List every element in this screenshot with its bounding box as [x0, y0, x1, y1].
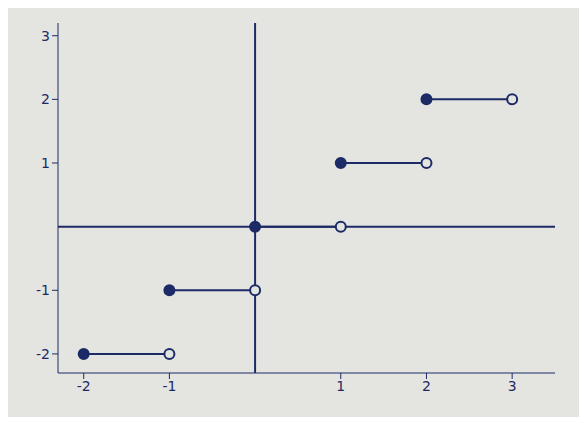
svg-text:2: 2 — [422, 378, 431, 394]
svg-text:1: 1 — [41, 155, 50, 171]
svg-text:3: 3 — [41, 28, 50, 44]
svg-text:-2: -2 — [36, 346, 50, 362]
svg-text:-2: -2 — [77, 378, 91, 394]
svg-text:3: 3 — [508, 378, 517, 394]
svg-text:-1: -1 — [162, 378, 176, 394]
svg-text:2: 2 — [41, 91, 50, 107]
svg-text:-1: -1 — [36, 282, 50, 298]
svg-text:1: 1 — [336, 378, 345, 394]
